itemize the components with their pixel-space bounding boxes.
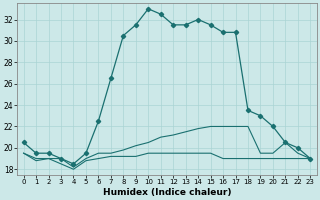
X-axis label: Humidex (Indice chaleur): Humidex (Indice chaleur) xyxy=(103,188,231,197)
